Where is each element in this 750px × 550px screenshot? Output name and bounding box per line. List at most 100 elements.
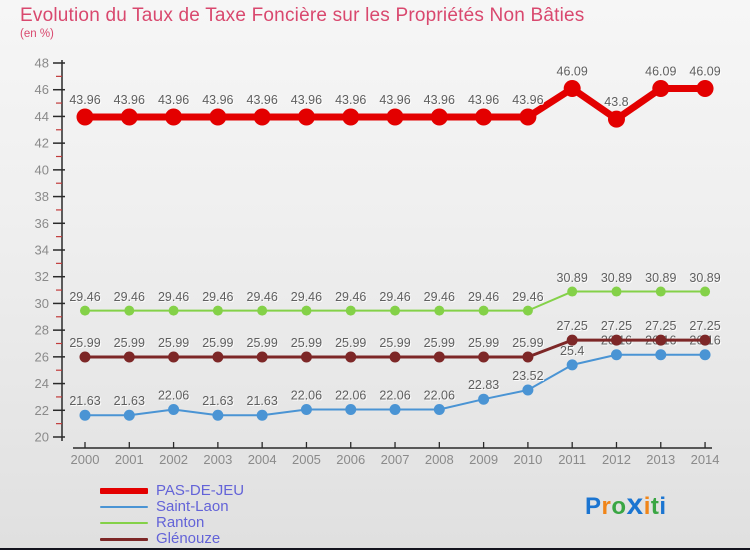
data-point-label-Saint-Laon: 23.52: [512, 369, 543, 383]
data-point-Glénouze: [345, 351, 357, 363]
legend-label-Saint-Laon: Saint-Laon: [156, 498, 229, 515]
data-point-Ranton: [390, 305, 401, 316]
x-year-label: 2009: [469, 452, 498, 467]
data-point-Saint-Laon: [212, 409, 224, 421]
data-point-label-Glénouze: 25.99: [158, 336, 189, 350]
data-point-label-PAS-DE-JEU: 43.96: [114, 93, 145, 107]
data-point-Saint-Laon: [389, 403, 401, 415]
legend-swatch-Saint-Laon: [100, 506, 148, 508]
data-point-label-PAS-DE-JEU: 43.96: [247, 93, 278, 107]
data-point-Saint-Laon: [610, 349, 622, 361]
data-point-Glénouze: [610, 334, 622, 346]
data-point-PAS-DE-JEU: [342, 108, 360, 126]
data-point-Saint-Laon: [522, 384, 534, 396]
data-point-Glénouze: [478, 351, 490, 363]
data-point-label-Ranton: 29.46: [468, 290, 499, 304]
logo-letter: t: [650, 493, 660, 520]
data-point-label-Ranton: 29.46: [512, 290, 543, 304]
data-point-Ranton: [168, 305, 179, 316]
x-year-label: 2013: [646, 452, 675, 467]
data-point-label-PAS-DE-JEU: 43.96: [291, 93, 322, 107]
x-year-label: 2012: [602, 452, 631, 467]
plot-area: 20 22 24 26 28 30 32 34 36 38 40 42 44 46 48 2000 2001 20…: [35, 56, 721, 468]
data-point-label-Glénouze: 25.99: [468, 336, 499, 350]
data-point-label-Glénouze: 25.99: [379, 336, 410, 350]
legend-label-PAS-DE-JEU: PAS-DE-JEU: [156, 482, 245, 499]
legend-item-Saint-Laon: Saint-Laon: [100, 499, 244, 515]
data-point-Ranton: [522, 305, 533, 316]
data-point-label-Ranton: 29.46: [158, 290, 189, 304]
logo-letter: r: [601, 493, 612, 520]
data-point-label-Glénouze: 27.25: [601, 319, 632, 333]
legend-item-PAS-DE-JEU: PAS-DE-JEU: [100, 483, 244, 499]
data-point-Glénouze: [123, 351, 135, 363]
x-year-label: 2004: [248, 452, 277, 467]
data-point-Saint-Laon: [168, 403, 180, 415]
data-point-label-PAS-DE-JEU: 43.96: [158, 93, 189, 107]
data-point-Glénouze: [389, 351, 401, 363]
x-year-label: 2002: [159, 452, 188, 467]
data-point-Ranton: [257, 305, 268, 316]
data-point-Ranton: [345, 305, 356, 316]
data-point-PAS-DE-JEU: [120, 108, 138, 126]
x-year-label: 2011: [558, 452, 586, 467]
data-point-Ranton: [700, 286, 711, 297]
data-point-label-PAS-DE-JEU: 43.8: [604, 95, 628, 109]
y-tick-label: 46: [35, 82, 49, 97]
data-point-Ranton: [478, 305, 489, 316]
data-point-Ranton: [611, 286, 622, 297]
data-point-label-Glénouze: 25.99: [512, 336, 543, 350]
data-point-label-Saint-Laon: 22.06: [424, 388, 455, 402]
data-point-Saint-Laon: [345, 403, 357, 415]
y-tick-label: 38: [35, 189, 49, 204]
data-point-label-Ranton: 30.89: [689, 271, 720, 285]
data-point-Glénouze: [655, 334, 667, 346]
data-point-Saint-Laon: [300, 403, 312, 415]
x-year-label: 2010: [513, 452, 542, 467]
data-point-label-Ranton: 29.46: [424, 290, 455, 304]
data-point-label-Glénouze: 25.99: [291, 336, 322, 350]
data-point-PAS-DE-JEU: [430, 108, 448, 126]
data-point-label-Glénouze: 27.25: [689, 319, 720, 333]
data-point-Glénouze: [433, 351, 445, 363]
chart-subtitle: (en %): [20, 28, 54, 40]
y-tick-label: 44: [35, 109, 49, 124]
data-point-label-Ranton: 29.46: [114, 290, 145, 304]
data-point-label-Ranton: 29.46: [247, 290, 278, 304]
data-point-Saint-Laon: [256, 409, 268, 421]
data-point-Glénouze: [168, 351, 180, 363]
y-tick-label: 42: [35, 136, 49, 151]
legend: PAS-DE-JEU Saint-Laon Ranton Glénouze: [100, 483, 244, 547]
data-point-label-PAS-DE-JEU: 43.96: [379, 93, 410, 107]
data-point-label-Ranton: 30.89: [601, 271, 632, 285]
data-point-Ranton: [567, 286, 578, 297]
data-point-Ranton: [124, 305, 135, 316]
data-point-PAS-DE-JEU: [209, 108, 227, 126]
data-point-label-Glénouze: 25.99: [247, 336, 278, 350]
legend-swatch-Glénouze: [100, 537, 148, 541]
x-year-label: 2001: [115, 452, 144, 467]
y-tick-label: 28: [35, 323, 49, 338]
data-point-PAS-DE-JEU: [297, 108, 315, 126]
data-point-PAS-DE-JEU: [652, 80, 670, 98]
logo-letter: P: [585, 493, 602, 520]
data-point-PAS-DE-JEU: [696, 80, 714, 98]
data-point-PAS-DE-JEU: [253, 108, 271, 126]
data-point-label-Ranton: 29.46: [202, 290, 233, 304]
x-year-label: 2005: [292, 452, 321, 467]
y-tick-label: 26: [35, 349, 49, 364]
data-point-PAS-DE-JEU: [76, 108, 94, 126]
data-point-label-Glénouze: 25.99: [69, 336, 100, 350]
x-year-label: 2000: [71, 452, 100, 467]
data-point-label-PAS-DE-JEU: 43.96: [512, 93, 543, 107]
legend-item-Glénouze: Glénouze: [100, 531, 244, 547]
y-tick-label: 20: [35, 429, 49, 444]
data-point-label-PAS-DE-JEU: 46.09: [689, 65, 720, 79]
x-year-label: 2014: [691, 452, 720, 467]
data-point-label-Glénouze: 27.25: [645, 319, 676, 333]
data-point-label-Saint-Laon: 21.63: [114, 394, 145, 408]
legend-swatch-PAS-DE-JEU: [100, 488, 148, 494]
data-point-PAS-DE-JEU: [165, 108, 183, 126]
logo-letter: i: [659, 493, 667, 520]
